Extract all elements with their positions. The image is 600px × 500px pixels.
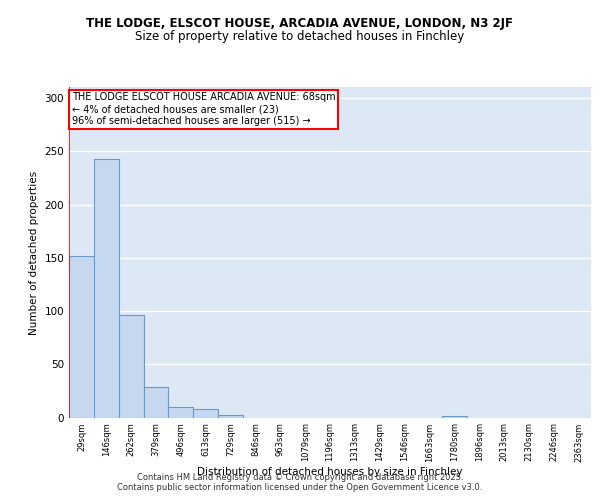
Y-axis label: Number of detached properties: Number of detached properties (29, 170, 39, 334)
Text: THE LODGE, ELSCOT HOUSE, ARCADIA AVENUE, LONDON, N3 2JF: THE LODGE, ELSCOT HOUSE, ARCADIA AVENUE,… (86, 18, 514, 30)
Bar (169, 407, 193, 418)
Text: Size of property relative to detached houses in Finchley: Size of property relative to detached ho… (136, 30, 464, 43)
Bar (442, 416, 467, 418)
Bar (143, 386, 169, 418)
Text: Contains HM Land Registry data © Crown copyright and database right 2025.
Contai: Contains HM Land Registry data © Crown c… (118, 473, 482, 492)
Text: THE LODGE ELSCOT HOUSE ARCADIA AVENUE: 68sqm
← 4% of detached houses are smaller: THE LODGE ELSCOT HOUSE ARCADIA AVENUE: 6… (71, 92, 335, 126)
Bar (218, 416, 243, 418)
Bar (193, 409, 218, 418)
X-axis label: Distribution of detached houses by size in Finchley: Distribution of detached houses by size … (197, 467, 463, 477)
Bar (69, 256, 94, 418)
Bar (119, 316, 143, 418)
Bar (94, 159, 119, 417)
